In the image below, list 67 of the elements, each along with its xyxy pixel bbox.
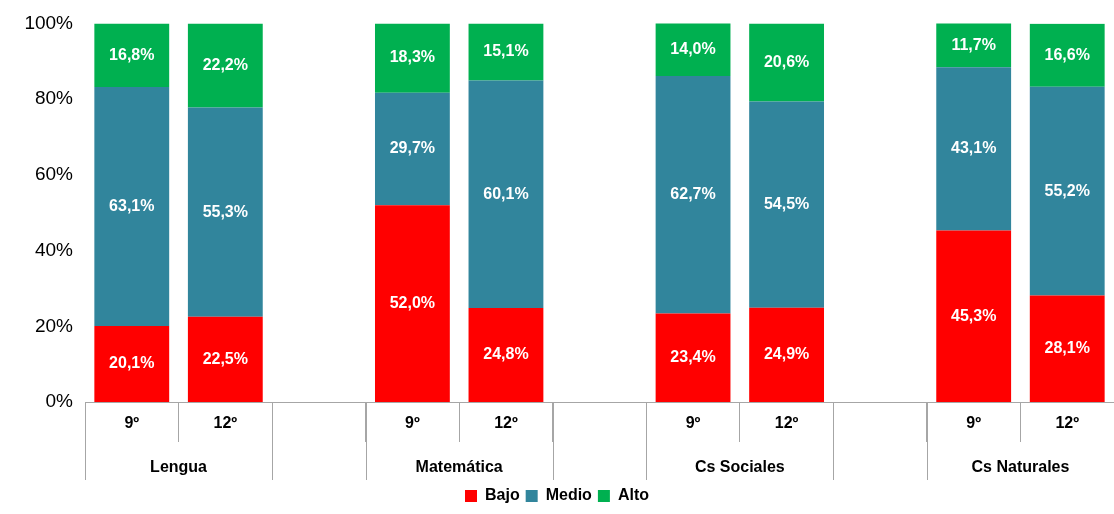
bar xyxy=(749,23,825,102)
text: Matemática xyxy=(415,458,503,476)
bar xyxy=(936,230,1012,402)
bar xyxy=(374,23,450,93)
bar xyxy=(94,23,170,88)
x-tick-label: 12º xyxy=(494,414,518,432)
data-label: 16,6% xyxy=(1044,45,1090,63)
data-label: 62,7% xyxy=(670,185,716,203)
text: Cs Sociales xyxy=(694,458,785,476)
data-label: 55,3% xyxy=(202,202,249,220)
data-label: 20,6% xyxy=(763,52,810,70)
y-tick-label: 100% xyxy=(24,11,74,33)
bar xyxy=(374,92,450,206)
bar xyxy=(655,76,731,314)
x-tick-label: 12º xyxy=(1055,414,1080,432)
x-tick-label: 12º xyxy=(774,414,799,432)
x-tick-label: 9º xyxy=(966,414,982,432)
data-label: 60,1% xyxy=(483,184,529,202)
y-tick-label: 40% xyxy=(34,238,74,260)
legend-label: Bajo xyxy=(485,486,520,504)
data-label: 18,3% xyxy=(389,48,436,66)
bar xyxy=(187,23,263,108)
x-tick-label: 12º xyxy=(213,414,238,432)
data-label: 14,0% xyxy=(670,39,716,57)
bar xyxy=(936,67,1012,231)
data-label: 11,7% xyxy=(951,35,996,53)
bar xyxy=(94,325,170,402)
bar xyxy=(187,316,263,402)
bar xyxy=(1029,295,1105,402)
data-label: 28,1% xyxy=(1044,339,1090,357)
data-label: 29,7% xyxy=(389,139,436,157)
data-label: 22,2% xyxy=(202,55,249,73)
data-label: 15,1% xyxy=(483,42,529,60)
x-tick-label: 9º xyxy=(685,414,701,432)
y-tick-label: 20% xyxy=(34,314,74,336)
y-tick-label: 80% xyxy=(34,87,74,109)
legend-label: Medio xyxy=(545,486,593,504)
bar xyxy=(374,205,450,402)
data-label: 45,3% xyxy=(950,306,997,324)
data-label: 24,8% xyxy=(483,345,529,363)
text: Cs Naturales xyxy=(971,458,1070,476)
bar xyxy=(749,307,825,402)
data-label: 16,8% xyxy=(109,45,155,63)
data-label: 52,0% xyxy=(389,293,436,311)
data-label: 54,5% xyxy=(763,194,810,212)
data-label: 24,9% xyxy=(763,345,810,363)
bar xyxy=(468,80,544,309)
data-label: 63,1% xyxy=(109,196,155,214)
data-label: 55,2% xyxy=(1044,181,1090,199)
x-tick-label: 9º xyxy=(124,414,140,432)
bar xyxy=(468,23,544,81)
y-tick-label: 0% xyxy=(45,390,74,412)
bar xyxy=(468,308,544,402)
data-label: 23,4% xyxy=(670,348,716,366)
bar xyxy=(749,101,825,308)
y-tick-label: 60% xyxy=(34,163,74,185)
bar xyxy=(187,107,263,317)
bar xyxy=(1029,86,1105,296)
x-tick-label: 9º xyxy=(405,414,420,432)
data-label: 43,1% xyxy=(950,139,997,157)
bar xyxy=(1029,23,1105,87)
text: Lengua xyxy=(150,458,208,476)
legend-label: Alto xyxy=(617,486,650,504)
data-label: 20,1% xyxy=(109,354,155,372)
data-label: 22,5% xyxy=(202,349,249,367)
bar xyxy=(94,87,170,326)
bar xyxy=(655,313,731,402)
